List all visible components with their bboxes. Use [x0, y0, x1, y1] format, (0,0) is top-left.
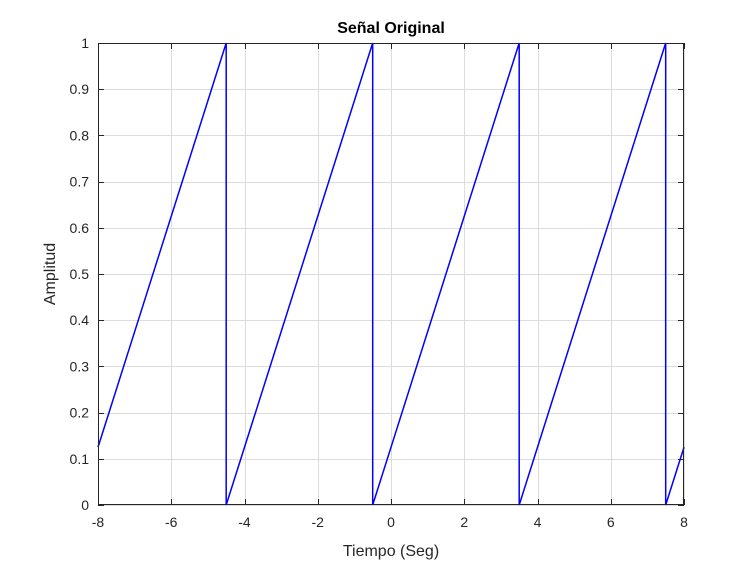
- y-axis-title: Amplitud: [42, 243, 59, 305]
- grid: [98, 43, 685, 506]
- x-tick-label: -8: [92, 514, 105, 530]
- x-tick-label: -4: [238, 514, 251, 530]
- y-tick-label: 1: [81, 35, 89, 51]
- y-tick-label: 0.7: [70, 174, 90, 190]
- x-tick-label: 6: [607, 514, 615, 530]
- y-tick-label: 0.6: [70, 220, 90, 236]
- x-tick-label: -2: [312, 514, 325, 530]
- y-tick-label: 0.9: [70, 81, 90, 97]
- y-tick-label: 0.4: [70, 312, 90, 328]
- y-tick-label: 0: [81, 497, 89, 513]
- x-tick-label: 0: [387, 514, 395, 530]
- ticks: [98, 43, 685, 506]
- y-tick-label: 0.8: [70, 127, 90, 143]
- x-tick-label: 4: [534, 514, 542, 530]
- y-tick-label: 0.5: [70, 266, 90, 282]
- chart-title: Señal Original: [337, 20, 445, 37]
- series-layer: [97, 42, 685, 506]
- y-tick-label: 0.2: [70, 405, 90, 421]
- x-tick-label: -6: [165, 514, 178, 530]
- y-tick-label: 0.1: [70, 451, 90, 467]
- sawtooth-line: [97, 42, 685, 506]
- x-tick-label: 8: [680, 514, 688, 530]
- y-tick-labels: 0 0.1 0.2 0.3 0.4 0.5 0.6 0.7 0.8 0.9 1: [70, 35, 90, 513]
- x-tick-label: 2: [460, 514, 468, 530]
- y-tick-label: 0.3: [70, 358, 90, 374]
- x-tick-labels: -8 -6 -4 -2 0 2 4 6 8: [92, 514, 688, 530]
- x-axis-title: Tiempo (Seg): [343, 543, 439, 560]
